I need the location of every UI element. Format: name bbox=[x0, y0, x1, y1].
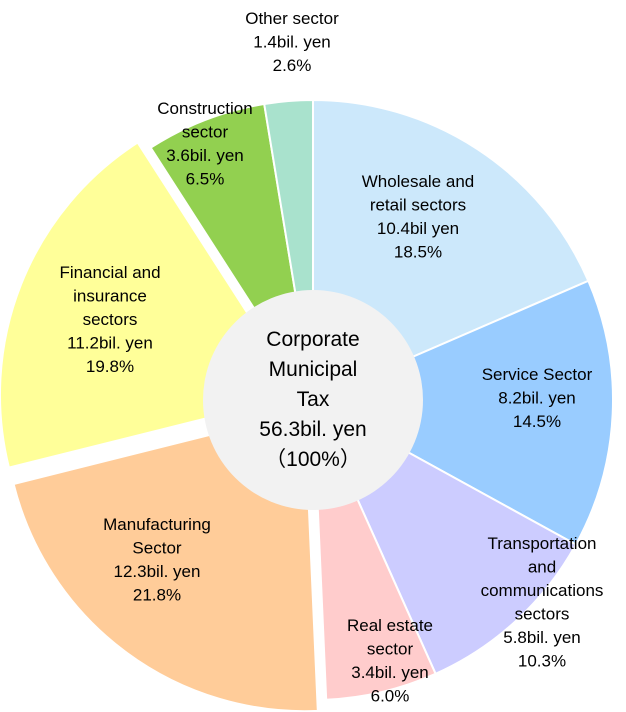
slice-label: Transportation and communications sectors 5.… bbox=[481, 534, 604, 671]
label-line: Construction bbox=[157, 99, 252, 118]
label-line: Sector bbox=[132, 539, 181, 558]
label-line: sectors bbox=[515, 605, 570, 624]
slice-label: Manufacturing Sector 12.3bil. yen 21.8% bbox=[103, 515, 211, 605]
center-line: 56.3bil. yen bbox=[259, 418, 366, 441]
label-line: Service Sector bbox=[482, 365, 593, 384]
center-label: Corporate Municipal Tax 56.3bil. yen （100%） bbox=[259, 328, 366, 471]
label-line: insurance bbox=[73, 287, 147, 306]
slice-label: Real estate sector 3.4bil. yen 6.0% bbox=[347, 616, 433, 706]
label-line: 14.5% bbox=[513, 412, 561, 431]
label-line: 3.6bil. yen bbox=[166, 146, 244, 165]
label-line: 12.3bil. yen bbox=[114, 562, 201, 581]
slice-label: Wholesale and retail sectors 10.4bil yen 18… bbox=[362, 172, 474, 262]
label-line: 2.6% bbox=[273, 56, 312, 75]
label-line: 3.4bil. yen bbox=[351, 663, 429, 682]
label-line: 8.2bil. yen bbox=[498, 389, 576, 408]
label-line: retail sectors bbox=[370, 196, 466, 215]
label-line: 1.4bil. yen bbox=[253, 33, 331, 52]
label-line: 6.0% bbox=[371, 687, 410, 706]
label-line: sectors bbox=[83, 310, 138, 329]
center-line: （100%） bbox=[265, 448, 361, 471]
slice-label: Other sector 1.4bil. yen 2.6% bbox=[245, 9, 339, 75]
label-line: Financial and bbox=[59, 263, 160, 282]
label-line: 10.3% bbox=[518, 652, 566, 671]
slice-label: Construction sector 3.6bil. yen 6.5% bbox=[157, 99, 252, 189]
center-line: Municipal bbox=[269, 358, 358, 381]
label-line: Real estate bbox=[347, 616, 433, 635]
label-line: 19.8% bbox=[86, 357, 134, 376]
label-line: and bbox=[528, 558, 556, 577]
label-line: 6.5% bbox=[186, 170, 225, 189]
label-line: 21.8% bbox=[133, 586, 181, 605]
label-line: Wholesale and bbox=[362, 172, 474, 191]
label-line: 18.5% bbox=[394, 243, 442, 262]
slice bbox=[12, 409, 319, 712]
slice bbox=[310, 279, 614, 546]
center-hole bbox=[203, 290, 423, 510]
label-line: 5.8bil. yen bbox=[503, 628, 581, 647]
label-line: 11.2bil. yen bbox=[67, 334, 153, 353]
label-line: sector bbox=[367, 640, 414, 659]
label-line: 10.4bil yen bbox=[377, 219, 459, 238]
label-line: Other sector bbox=[245, 9, 339, 28]
label-line: sector bbox=[182, 123, 229, 142]
slice-label: Service Sector 8.2bil. yen 14.5% bbox=[482, 365, 593, 431]
label-line: Manufacturing bbox=[103, 515, 211, 534]
slice-label: Financial and insurance sectors 11.2bil. ye… bbox=[59, 263, 160, 376]
label-line: Transportation bbox=[488, 534, 597, 553]
center-line: Corporate bbox=[266, 328, 359, 351]
center-line: Tax bbox=[297, 388, 330, 411]
label-line: communications bbox=[481, 581, 604, 600]
